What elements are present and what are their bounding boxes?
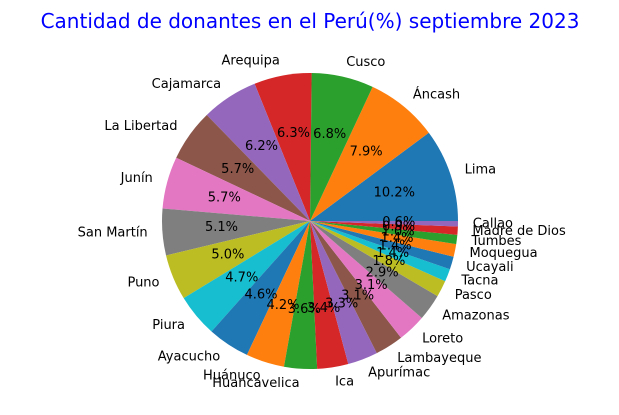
pie-slice bbox=[310, 73, 373, 221]
slice-category-label: Ica bbox=[335, 374, 354, 389]
pie-slice bbox=[166, 221, 310, 299]
pie-slice bbox=[161, 208, 310, 256]
pie-slice bbox=[246, 221, 310, 367]
slice-percent-label: 1.4% bbox=[376, 246, 409, 261]
slice-category-label: Lambayeque bbox=[397, 351, 481, 366]
slice-percent-label: 4.7% bbox=[225, 270, 258, 285]
pie-slice bbox=[310, 86, 429, 222]
slice-category-label: La Libertad bbox=[104, 119, 177, 134]
pie-slice bbox=[310, 221, 458, 235]
slice-percent-label: 5.7% bbox=[221, 162, 254, 177]
slice-category-label: Loreto bbox=[422, 332, 463, 347]
slice-percent-label: 5.0% bbox=[211, 247, 244, 262]
slice-category-label: Piura bbox=[152, 318, 185, 333]
slice-category-label: San Martín bbox=[78, 226, 148, 241]
slice-percent-label: 6.2% bbox=[245, 139, 278, 154]
slice-category-label: Huánuco bbox=[203, 369, 261, 384]
slice-category-label: Lima bbox=[465, 162, 496, 177]
slice-category-label: Tacna bbox=[460, 273, 498, 288]
pie-slice bbox=[310, 221, 459, 227]
pie-slice bbox=[310, 221, 457, 257]
slice-percent-label: 10.2% bbox=[374, 186, 415, 201]
pie-slice bbox=[310, 221, 377, 364]
slice-percent-label: 6.3% bbox=[277, 126, 310, 141]
pie-slice bbox=[183, 221, 310, 332]
slice-category-label: Callao bbox=[473, 217, 513, 232]
slice-percent-label: 2.9% bbox=[366, 265, 399, 280]
pie-slice bbox=[310, 221, 438, 318]
slice-percent-label: 3.6% bbox=[288, 302, 321, 317]
slice-percent-label: 1.8% bbox=[372, 254, 405, 269]
pie-slice bbox=[211, 221, 310, 355]
pie-slice bbox=[310, 221, 422, 338]
slice-percent-label: 3.1% bbox=[355, 278, 388, 293]
pie-slice bbox=[176, 114, 310, 221]
slice-category-label: Áncash bbox=[413, 86, 460, 102]
slice-category-label: Pasco bbox=[455, 288, 492, 303]
chart-title: Cantidad de donantes en el Perú(%) septi… bbox=[41, 9, 580, 33]
pie-slices bbox=[161, 73, 459, 370]
slice-percent-label: 0.9% bbox=[382, 219, 415, 234]
slice-percent-label: 1.4% bbox=[379, 239, 412, 254]
slice-category-label: Tumbes bbox=[471, 234, 522, 249]
slice-percent-label: 1.4% bbox=[380, 231, 413, 246]
slice-percent-label: 4.2% bbox=[266, 298, 299, 313]
pie-slice bbox=[310, 132, 458, 221]
pie-slice bbox=[310, 221, 458, 245]
slice-category-label: Apurímac bbox=[368, 366, 430, 381]
slice-percent-label: 5.1% bbox=[205, 220, 238, 235]
slice-percent-label: 3.4% bbox=[307, 301, 340, 316]
pie-slice bbox=[310, 221, 349, 369]
slice-percent-label: 3.3% bbox=[325, 297, 358, 312]
slice-category-label: Puno bbox=[127, 276, 159, 291]
slice-category-label: Arequipa bbox=[222, 54, 280, 69]
slice-category-label: Ucayali bbox=[466, 260, 514, 275]
slice-percent-label: 4.6% bbox=[244, 288, 277, 303]
pie-slice bbox=[206, 83, 310, 221]
slice-percent-label: 6.8% bbox=[313, 127, 346, 142]
percent-labels: 10.2% 7.9% 6.8%6.3%6.2% 5.7% 5.7% 5.1% 5.0% 4.7… bbox=[205, 126, 415, 317]
slice-category-label: Moquegua bbox=[470, 246, 538, 261]
slice-percent-label: 7.9% bbox=[350, 145, 383, 160]
pie-slice bbox=[310, 221, 446, 297]
pie-slice bbox=[162, 157, 310, 221]
pie-slice bbox=[310, 221, 450, 282]
slice-percent-label: 1.0% bbox=[382, 225, 415, 240]
pie-slice bbox=[283, 221, 318, 370]
slice-percent-label: 5.7% bbox=[208, 190, 241, 205]
pie-slice bbox=[310, 221, 454, 270]
slice-category-label: Amazonas bbox=[442, 309, 510, 324]
slice-category-label: Madre de Dios bbox=[472, 224, 566, 239]
pie-slice bbox=[254, 73, 312, 222]
slice-category-label: Huancavelica bbox=[212, 376, 299, 391]
slice-category-label: Ayacucho bbox=[158, 349, 220, 364]
slice-percent-label: 0.6% bbox=[382, 215, 415, 230]
slice-percent-label: 3.1% bbox=[341, 289, 374, 304]
slice-category-label: Cusco bbox=[346, 55, 385, 70]
slice-category-label: Cajamarca bbox=[152, 77, 221, 92]
slice-category-label: Junín bbox=[120, 171, 153, 186]
pie-slice bbox=[310, 221, 402, 354]
